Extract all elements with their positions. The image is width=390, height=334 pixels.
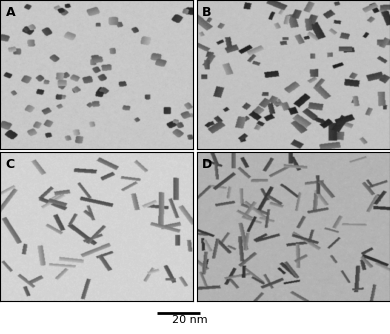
- Text: B: B: [202, 6, 212, 19]
- Text: 20 nm: 20 nm: [172, 315, 207, 325]
- Text: D: D: [202, 158, 213, 171]
- Text: A: A: [6, 6, 16, 19]
- Text: C: C: [6, 158, 15, 171]
